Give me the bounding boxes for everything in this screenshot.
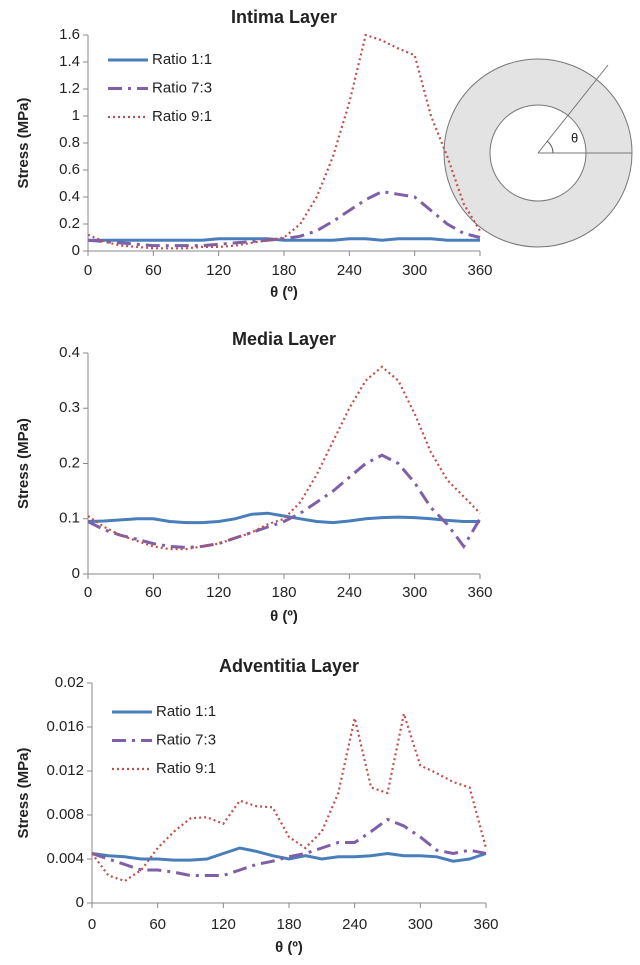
x-tick-label: 60: [149, 916, 166, 933]
y-tick-label: 0.2: [59, 454, 80, 471]
x-tick-label: 0: [84, 584, 92, 601]
x-tick-label: 120: [206, 584, 231, 601]
y-tick-label: 0.02: [55, 674, 84, 691]
y-tick-label: 0: [72, 242, 80, 259]
x-tick-label: 120: [206, 262, 231, 279]
y-tick-label: 0.4: [59, 188, 80, 205]
angle-line: [537, 64, 609, 154]
x-axis-label: θ (º): [275, 939, 303, 956]
y-tick-label: 0.3: [59, 399, 80, 416]
legend-label: Ratio 7:3: [156, 731, 216, 748]
x-axis-label: θ (º): [270, 608, 298, 625]
series-line: [87, 453, 482, 550]
x-tick-label: 180: [271, 262, 296, 279]
series-line: [91, 846, 487, 863]
y-tick-label: 0.6: [59, 161, 80, 178]
chart-title: Media Layer: [232, 329, 336, 349]
x-tick-label: 60: [145, 262, 162, 279]
x-tick-label: 360: [467, 262, 492, 279]
x-tick-label: 360: [467, 584, 492, 601]
angle-diagram: θ: [443, 58, 633, 248]
y-tick-label: 0.016: [46, 718, 84, 735]
chart-title: Intima Layer: [231, 7, 337, 27]
x-tick-label: 240: [337, 262, 362, 279]
series-line: [91, 817, 487, 877]
x-tick-label: 0: [84, 262, 92, 279]
y-tick-label: 0.8: [59, 134, 80, 151]
series-line: [87, 511, 480, 525]
legend-label: Ratio 1:1: [152, 51, 212, 68]
x-tick-label: 120: [211, 916, 236, 933]
x-tick-label: 300: [402, 262, 427, 279]
legend-label: Ratio 9:1: [156, 760, 216, 777]
y-tick-label: 0.2: [59, 215, 80, 232]
y-axis-label: Stress (MPa): [15, 418, 32, 509]
y-tick-label: 0: [72, 565, 80, 582]
x-tick-label: 300: [408, 916, 433, 933]
angle-label: θ: [571, 130, 578, 145]
x-tick-label: 180: [271, 584, 296, 601]
x-tick-label: 0: [88, 916, 96, 933]
x-tick-label: 360: [473, 916, 498, 933]
y-tick-label: 0: [76, 894, 84, 911]
legend-label: Ratio 9:1: [152, 108, 212, 125]
series-line: [87, 190, 481, 248]
y-tick-label: 0.004: [46, 850, 84, 867]
y-tick-label: 1.6: [59, 26, 80, 43]
y-tick-label: 0.1: [59, 510, 80, 527]
y-tick-label: 0.4: [59, 344, 80, 361]
x-axis-label: θ (º): [270, 284, 298, 301]
y-tick-label: 1: [72, 107, 80, 124]
y-tick-label: 0.008: [46, 806, 84, 823]
y-axis-label: Stress (MPa): [15, 748, 32, 839]
y-tick-label: 0.012: [46, 762, 84, 779]
legend-label: Ratio 1:1: [156, 703, 216, 720]
x-tick-label: 240: [342, 916, 367, 933]
x-tick-label: 240: [337, 584, 362, 601]
y-tick-label: 1.4: [59, 53, 80, 70]
chart-title: Adventitia Layer: [219, 656, 359, 676]
x-tick-label: 300: [402, 584, 427, 601]
series-line: [91, 709, 488, 883]
x-tick-label: 60: [145, 584, 162, 601]
x-tick-label: 180: [276, 916, 301, 933]
series-line: [87, 33, 481, 250]
y-axis-label: Stress (MPa): [15, 98, 32, 189]
legend-label: Ratio 7:3: [152, 79, 212, 96]
y-tick-label: 1.2: [59, 80, 80, 97]
angle-arc: [546, 140, 554, 154]
